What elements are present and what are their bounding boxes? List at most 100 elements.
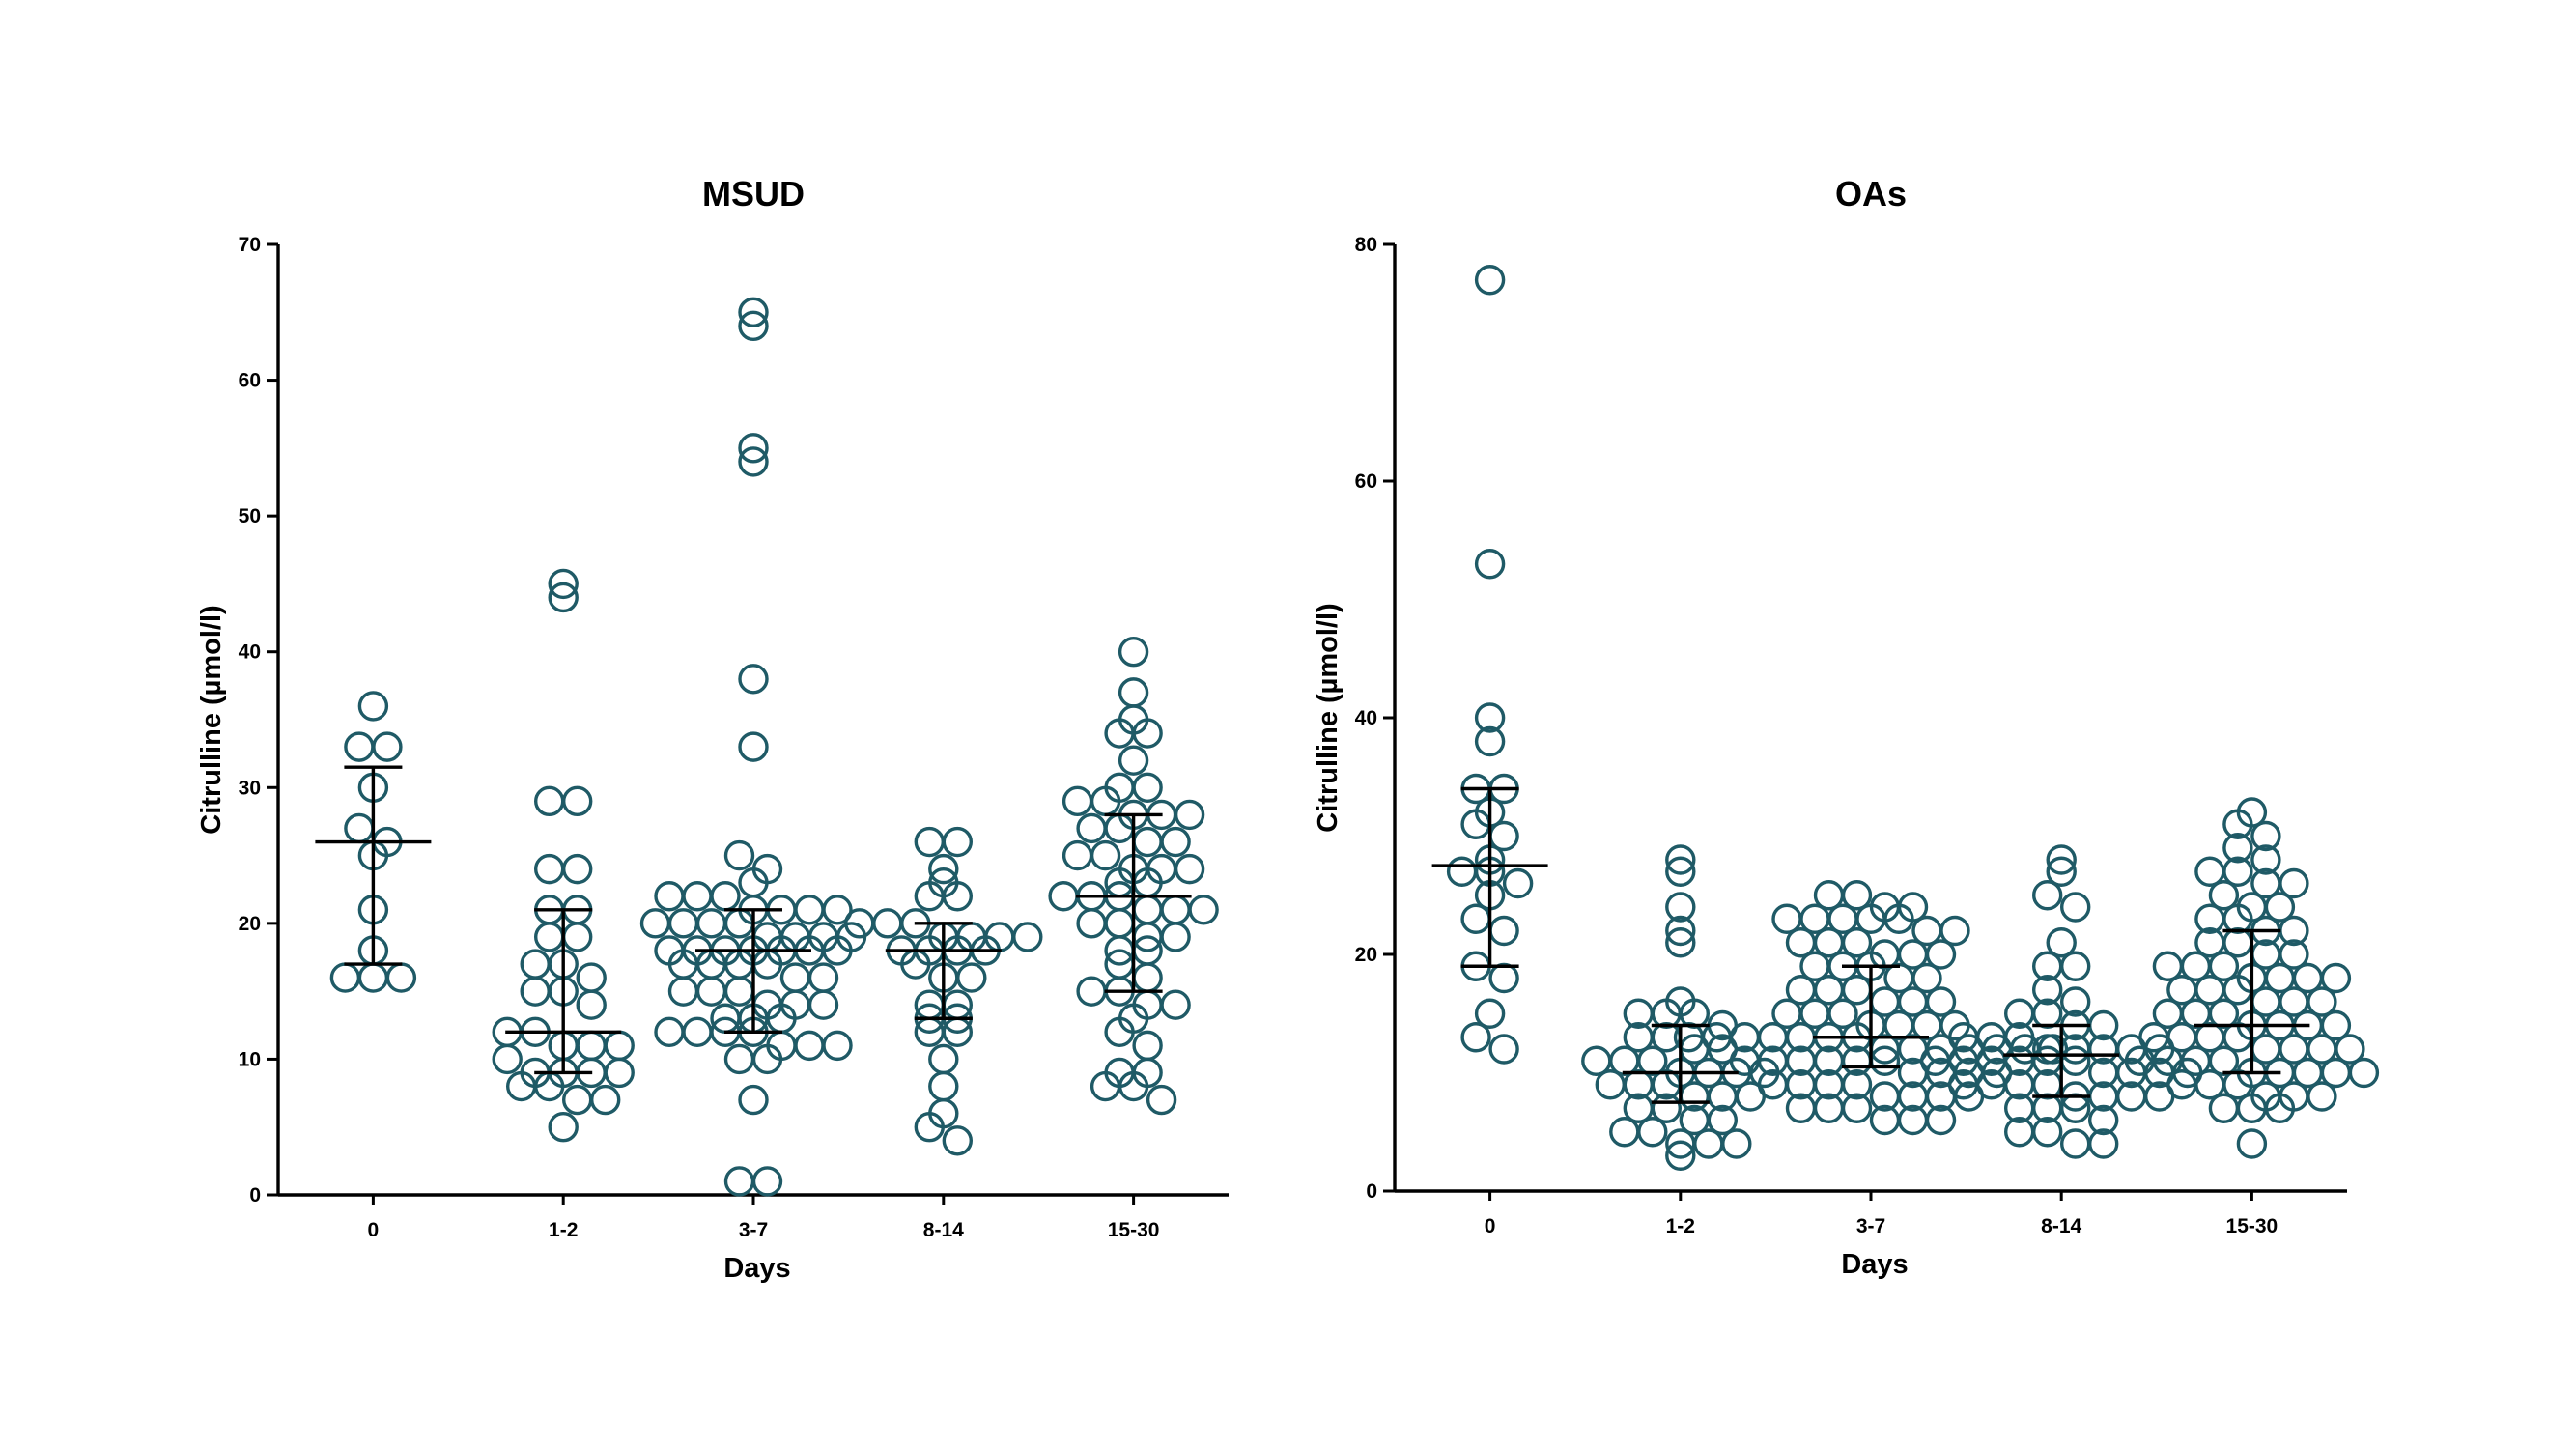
x-tick-label: 1-2 [549,1219,578,1241]
y-tick-label: 80 [1355,234,1377,256]
data-point [654,1016,685,1048]
data-point [329,962,361,993]
data-point [779,962,811,993]
data-point [1474,549,1506,580]
data-point [520,949,551,980]
data-point [1474,725,1506,757]
data-point [1637,1117,1668,1148]
y-tick-label: 40 [239,641,261,664]
data-point [2279,867,2309,899]
x-axis-title: Days [723,1253,790,1284]
x-tick-label: 3-7 [1856,1215,1885,1237]
chart-title: OAs [1835,174,1907,213]
data-point [2236,1128,2268,1159]
data-point [1665,915,1696,947]
data-point [1160,895,1191,925]
data-point [667,908,699,939]
data-point [548,1112,579,1143]
data-point [1118,677,1149,708]
data-point [914,826,945,858]
data-point [2307,986,2337,1017]
data-point [576,1030,607,1062]
data-point [639,908,671,939]
data-point [2031,880,2063,911]
data-point [534,922,565,952]
y-axis-title: Citrulline (µmol/l) [196,605,227,834]
data-point [723,976,755,1007]
data-point [1460,903,1491,934]
data-point [1651,1093,1683,1123]
data-point [1925,986,1957,1017]
data-point [928,1070,959,1102]
data-point [738,731,769,762]
data-point [710,881,741,912]
data-point [1637,1045,1668,1076]
data-point [1925,939,1957,970]
chart-panel-msud: MSUD 0 10 20 30 40 50 60 70 0 1-2 3-7 8-14 15-30 Days C… [196,174,1229,1284]
data-point [2087,1104,2119,1136]
data-point [2059,951,2091,981]
data-point [2059,986,2091,1017]
data-point [2264,1093,2296,1123]
data-point [738,297,769,327]
data-point [562,922,593,952]
data-point [1076,908,1107,939]
data-point [1118,637,1149,668]
x-tick-label: 8-14 [923,1219,964,1241]
y-tick-label: 0 [1366,1180,1377,1203]
data-point [1721,1128,1752,1159]
data-point [667,976,699,1007]
data-point [1474,265,1506,296]
data-point [1132,1030,1163,1062]
data-point [2222,856,2253,887]
data-point [1146,1084,1177,1116]
data-point [1048,881,1079,912]
data-point [1665,856,1696,887]
data-point [1118,1070,1149,1102]
x-axis-title: Days [1841,1249,1908,1280]
data-point [1174,853,1205,885]
data-point [956,962,987,993]
data-point [1488,915,1519,947]
data-point [562,1084,593,1116]
data-point [1076,812,1107,844]
data-point [2046,856,2077,887]
data-point [562,785,593,817]
data-point [1841,1069,1873,1100]
data-point [372,731,403,762]
y-tick-label: 0 [249,1184,261,1207]
data-point [1160,826,1191,858]
data-point [1841,927,1873,958]
data-point [1174,799,1205,831]
data-point [1502,867,1534,899]
data-point [822,895,853,925]
data-point [1827,998,1858,1029]
data-point [695,908,727,939]
data-point [2059,1128,2091,1159]
x-tick-label: 15-30 [1108,1219,1160,1241]
data-point [1707,1104,1739,1136]
data-point [1104,908,1135,939]
x-tick-label: 0 [1485,1215,1496,1237]
data-point [1939,915,1970,947]
data-point [1693,1128,1724,1159]
data-point [2046,927,2077,958]
data-point [738,664,769,695]
data-point [1132,718,1163,749]
data-point [738,310,769,342]
data-point [1474,702,1506,733]
data-point [2031,998,2063,1029]
data-point [1841,1093,1873,1123]
data-point [1609,1117,1640,1148]
data-point [914,1112,945,1143]
y-tick-label: 30 [239,777,261,799]
data-point [2250,844,2281,875]
data-point [1062,785,1093,817]
data-point [1925,1104,1957,1136]
data-point [682,1016,713,1048]
data-point [2335,1034,2365,1065]
data-point [751,1043,783,1075]
data-point [723,839,755,871]
data-point [738,1084,769,1116]
y-tick-label: 60 [239,370,261,392]
